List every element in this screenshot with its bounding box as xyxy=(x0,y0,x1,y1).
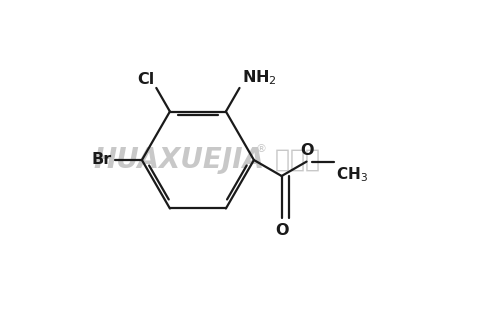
Text: Br: Br xyxy=(92,153,112,167)
Text: NH$_2$: NH$_2$ xyxy=(242,68,277,87)
Text: Cl: Cl xyxy=(138,72,155,87)
Text: CH$_3$: CH$_3$ xyxy=(336,165,368,183)
Text: HUAXUEJIA: HUAXUEJIA xyxy=(94,146,265,174)
Text: ®: ® xyxy=(255,144,266,154)
Text: O: O xyxy=(300,143,314,158)
Text: 化学加: 化学加 xyxy=(267,148,320,172)
Text: O: O xyxy=(275,223,289,238)
